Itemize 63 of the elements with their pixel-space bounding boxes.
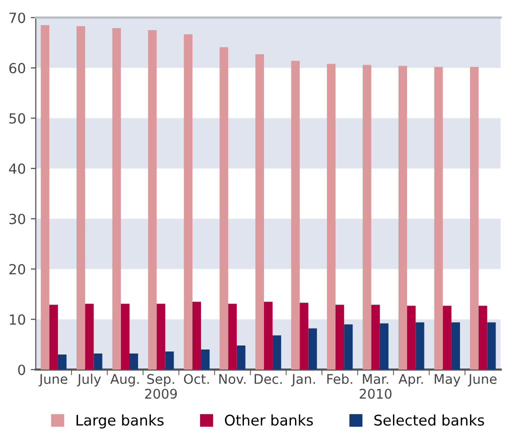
bar (156, 304, 166, 370)
bar (380, 323, 388, 370)
bar (326, 64, 336, 370)
x-tick-label: Nov. (219, 374, 246, 384)
bar (49, 304, 58, 370)
bar (129, 354, 138, 370)
x-tick-label: June (38, 374, 68, 386)
bar (291, 60, 300, 370)
bar (255, 54, 264, 370)
legend-label: Other banks (224, 414, 313, 426)
x-tick-label: July (76, 374, 101, 387)
bar (451, 322, 460, 370)
bar (192, 302, 202, 370)
x-tick-label: Sep. 2009 (145, 374, 177, 399)
y-tick-label: 0 (18, 364, 26, 376)
bar (148, 30, 157, 370)
y-tick-label: 20 (9, 264, 26, 275)
bar (85, 304, 94, 370)
y-tick-label: 70 (10, 12, 26, 24)
bar (336, 304, 344, 370)
bar (76, 26, 86, 370)
y-tick-label: 30 (9, 214, 26, 224)
bar (220, 47, 228, 370)
bar (344, 324, 353, 370)
y-tick-label: 60 (9, 62, 26, 74)
bar (308, 328, 317, 370)
bar (40, 25, 50, 370)
bar (470, 66, 479, 370)
bar (487, 322, 496, 370)
bar (300, 302, 308, 370)
x-tick-label: Oct. (184, 374, 209, 384)
bar (371, 304, 380, 370)
x-tick-label: Jan. (291, 374, 315, 386)
x-tick-label: Apr. (398, 374, 423, 387)
x-tick-label: Dec. (254, 374, 282, 384)
bar (236, 345, 246, 370)
x-tick-label: Aug. (110, 374, 139, 387)
bar (434, 66, 443, 370)
bar (272, 335, 282, 370)
bar (398, 66, 408, 370)
bar (165, 351, 174, 370)
bar (58, 354, 67, 370)
bar (112, 28, 121, 370)
y-tick-label: 50 (9, 113, 26, 124)
bar (478, 306, 488, 370)
legend-label: Selected banks (374, 414, 484, 426)
bar (184, 34, 192, 370)
x-tick-label: June (468, 374, 497, 386)
bar (201, 349, 210, 370)
bar (407, 306, 416, 370)
bar (264, 302, 273, 370)
x-tick-label: Feb. (327, 374, 352, 384)
bar (362, 64, 372, 370)
x-tick-label: Mar. 2010 (360, 374, 392, 399)
bar (442, 306, 452, 370)
x-tick-label: May (434, 374, 460, 387)
bar (94, 354, 102, 370)
y-tick-label: 40 (9, 163, 26, 174)
bar (416, 322, 424, 370)
y-tick-label: 10 (10, 314, 26, 325)
bar (228, 304, 237, 370)
legend-label: Large banks (76, 414, 164, 429)
bar (120, 304, 130, 370)
